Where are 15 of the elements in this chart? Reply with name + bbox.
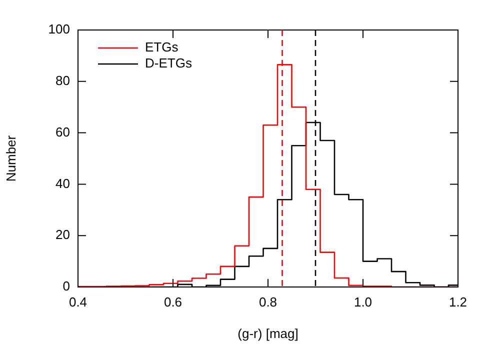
y-tick-label: 100 [48,22,70,37]
y-tick-label: 80 [56,72,70,88]
y-tick-label: 20 [56,227,70,242]
x-tick-label: 0.6 [164,294,182,310]
x-tick-label: 0.4 [68,294,88,310]
y-tick-label: 40 [56,176,70,191]
x-tick-label: 1.0 [354,294,372,310]
x-tick-label: 0.8 [258,294,278,310]
y-tick-label: 0 [62,278,70,294]
y-axis-title: Number [3,134,18,182]
x-tick-label: 1.2 [448,294,468,310]
legend-label: D-ETGs [145,56,192,71]
x-axis-title: (g-r) [mag] [238,326,298,341]
legend-label: ETGs [145,40,179,55]
y-tick-label: 60 [56,124,70,140]
